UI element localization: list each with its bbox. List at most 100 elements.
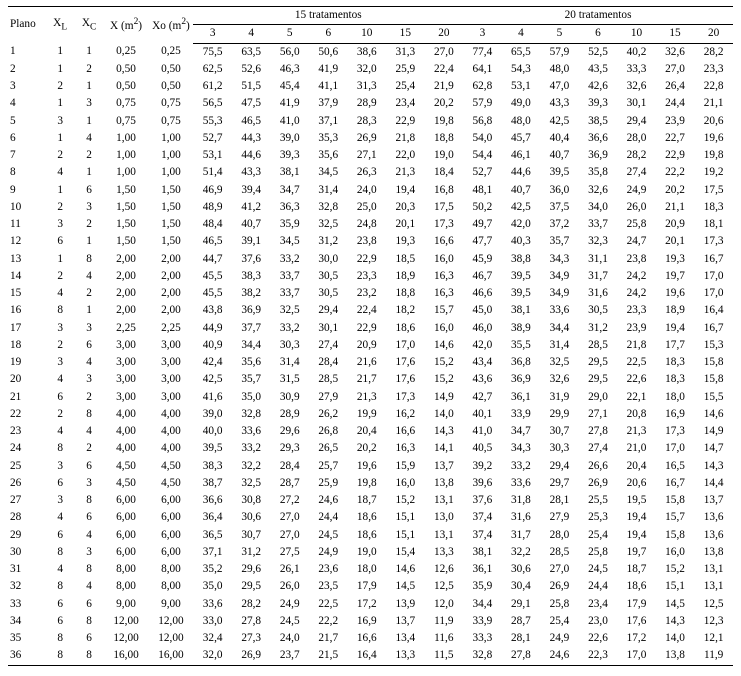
cell-xo: 1,50 bbox=[149, 233, 194, 250]
cell-value: 37,4 bbox=[463, 509, 502, 526]
cell-xm: 1,00 bbox=[104, 164, 149, 181]
cell-xc: 2 bbox=[75, 61, 104, 78]
cell-value: 19,6 bbox=[694, 130, 733, 147]
cell-value: 32,5 bbox=[232, 475, 271, 492]
cell-value: 30,8 bbox=[232, 492, 271, 509]
cell-value: 31,3 bbox=[348, 78, 387, 95]
cell-xm: 3,00 bbox=[104, 371, 149, 388]
cell-value: 29,4 bbox=[540, 458, 579, 475]
cell-value: 36,8 bbox=[502, 354, 541, 371]
cell-value: 18,7 bbox=[348, 492, 387, 509]
cell-value: 23,4 bbox=[579, 596, 618, 613]
cell-xo: 1,00 bbox=[149, 164, 194, 181]
cell-value: 28,9 bbox=[348, 95, 387, 112]
cell-xc: 4 bbox=[75, 423, 104, 440]
cell-value: 22,8 bbox=[694, 78, 733, 95]
cell-value: 20,4 bbox=[617, 458, 656, 475]
cell-value: 26,5 bbox=[309, 440, 348, 457]
cell-xl: 2 bbox=[46, 268, 75, 285]
cell-value: 16,4 bbox=[694, 302, 733, 319]
table-row: 24824,004,0039,533,229,326,520,216,314,1… bbox=[8, 440, 733, 457]
cell-value: 32,6 bbox=[540, 371, 579, 388]
cell-value: 20,2 bbox=[425, 95, 464, 112]
cell-value: 12,0 bbox=[425, 596, 464, 613]
cell-value: 24,0 bbox=[270, 630, 309, 647]
cell-xo: 12,00 bbox=[149, 613, 194, 630]
cell-value: 16,0 bbox=[386, 475, 425, 492]
cell-value: 28,9 bbox=[270, 406, 309, 423]
cell-value: 36,4 bbox=[193, 509, 232, 526]
cell-value: 53,1 bbox=[502, 78, 541, 95]
cell-value: 26,3 bbox=[348, 164, 387, 181]
cell-value: 49,7 bbox=[463, 216, 502, 233]
cell-value: 30,6 bbox=[232, 509, 271, 526]
cell-plano: 13 bbox=[8, 251, 46, 268]
cell-plano: 10 bbox=[8, 199, 46, 216]
cell-value: 33,7 bbox=[270, 285, 309, 302]
cell-value: 32,5 bbox=[270, 302, 309, 319]
table-row: 31488,008,0035,229,626,123,618,014,612,6… bbox=[8, 561, 733, 578]
cell-value: 38,1 bbox=[502, 302, 541, 319]
cell-value: 31,3 bbox=[386, 43, 425, 61]
cell-value: 42,4 bbox=[193, 354, 232, 371]
cell-value: 21,1 bbox=[656, 199, 695, 216]
table-body: 1110,250,2575,563,556,050,638,631,327,07… bbox=[8, 43, 733, 665]
cell-value: 49,0 bbox=[502, 95, 541, 112]
cell-value: 41,6 bbox=[193, 389, 232, 406]
cell-value: 29,6 bbox=[270, 423, 309, 440]
cell-value: 18,3 bbox=[656, 371, 695, 388]
cell-value: 19,6 bbox=[348, 458, 387, 475]
cell-xl: 6 bbox=[46, 475, 75, 492]
cell-value: 24,4 bbox=[309, 509, 348, 526]
cell-value: 29,4 bbox=[617, 113, 656, 130]
table-row: 9161,501,5046,939,434,731,424,019,416,84… bbox=[8, 182, 733, 199]
cell-value: 63,5 bbox=[232, 43, 271, 61]
cell-value: 35,7 bbox=[540, 233, 579, 250]
cell-xm: 1,50 bbox=[104, 182, 149, 199]
cell-value: 38,2 bbox=[232, 285, 271, 302]
cell-value: 23,3 bbox=[694, 61, 733, 78]
cell-value: 18,6 bbox=[386, 320, 425, 337]
cell-value: 18,4 bbox=[425, 164, 464, 181]
sub-col-header: 20 bbox=[694, 25, 733, 43]
cell-value: 38,3 bbox=[232, 268, 271, 285]
cell-value: 22,1 bbox=[617, 389, 656, 406]
cell-value: 15,2 bbox=[386, 492, 425, 509]
cell-value: 46,5 bbox=[232, 113, 271, 130]
cell-value: 11,5 bbox=[425, 647, 464, 665]
cell-xo: 0,75 bbox=[149, 113, 194, 130]
cell-value: 33,7 bbox=[270, 268, 309, 285]
cell-value: 65,5 bbox=[502, 43, 541, 61]
cell-value: 23,4 bbox=[386, 95, 425, 112]
cell-value: 50,6 bbox=[309, 43, 348, 61]
cell-xo: 2,25 bbox=[149, 320, 194, 337]
cell-plano: 14 bbox=[8, 268, 46, 285]
cell-xc: 8 bbox=[75, 492, 104, 509]
sub-col-header: 5 bbox=[540, 25, 579, 43]
cell-value: 38,7 bbox=[193, 475, 232, 492]
cell-value: 13,8 bbox=[425, 475, 464, 492]
cell-value: 20,6 bbox=[694, 113, 733, 130]
cell-plano: 7 bbox=[8, 147, 46, 164]
cell-xl: 1 bbox=[46, 182, 75, 199]
cell-value: 34,5 bbox=[309, 164, 348, 181]
cell-value: 27,4 bbox=[309, 337, 348, 354]
col-xm-header: X (m2) bbox=[104, 7, 149, 44]
cell-value: 15,4 bbox=[386, 544, 425, 561]
cell-xo: 9,00 bbox=[149, 596, 194, 613]
cell-value: 26,2 bbox=[309, 406, 348, 423]
cell-xc: 6 bbox=[75, 596, 104, 613]
cell-value: 18,8 bbox=[425, 130, 464, 147]
cell-xc: 8 bbox=[75, 647, 104, 665]
cell-value: 39,5 bbox=[540, 164, 579, 181]
cell-value: 14,5 bbox=[656, 596, 695, 613]
cell-xm: 1,50 bbox=[104, 199, 149, 216]
cell-value: 46,7 bbox=[463, 268, 502, 285]
cell-value: 38,3 bbox=[193, 458, 232, 475]
cell-value: 38,1 bbox=[463, 544, 502, 561]
cell-xm: 1,50 bbox=[104, 233, 149, 250]
cell-value: 16,7 bbox=[656, 475, 695, 492]
cell-value: 15,8 bbox=[694, 371, 733, 388]
cell-xl: 3 bbox=[46, 320, 75, 337]
sub-col-header: 6 bbox=[579, 25, 618, 43]
